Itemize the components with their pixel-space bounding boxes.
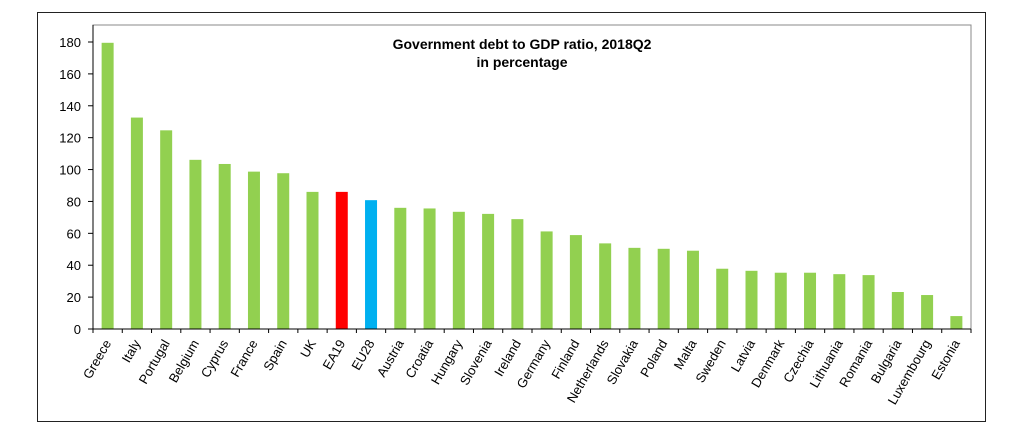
y-tick-label: 180 bbox=[59, 35, 81, 50]
y-tick-label: 40 bbox=[67, 258, 81, 273]
bar-croatia bbox=[423, 208, 436, 329]
x-tick-label: Estonia bbox=[928, 336, 963, 382]
y-tick-label: 0 bbox=[74, 322, 81, 337]
y-tick-label: 120 bbox=[59, 131, 81, 146]
bar-germany bbox=[540, 231, 553, 329]
bar-czechia bbox=[804, 272, 817, 329]
y-tick-label: 20 bbox=[67, 290, 81, 305]
bar-france bbox=[247, 171, 260, 329]
bar-estonia bbox=[950, 316, 963, 329]
bar-luxembourg bbox=[921, 295, 934, 329]
bar-romania bbox=[862, 275, 875, 329]
bar-portugal bbox=[160, 130, 173, 329]
x-tick-label: Greece bbox=[80, 337, 114, 381]
bar-ea19 bbox=[335, 191, 348, 329]
bar-spain bbox=[277, 173, 290, 329]
chart-subtitle: in percentage bbox=[476, 54, 567, 70]
bar-eu28 bbox=[365, 200, 378, 329]
x-tick-label: UK bbox=[297, 337, 319, 360]
bar-slovakia bbox=[628, 247, 641, 329]
y-tick-label: 60 bbox=[67, 226, 81, 241]
y-tick-label: 140 bbox=[59, 99, 81, 114]
bar-malta bbox=[686, 250, 699, 329]
y-tick-label: 100 bbox=[59, 163, 81, 178]
bar-bulgaria bbox=[891, 292, 904, 329]
bar-hungary bbox=[452, 211, 465, 329]
bar-uk bbox=[306, 191, 319, 329]
bar-sweden bbox=[716, 268, 729, 329]
bar-netherlands bbox=[599, 243, 612, 329]
bar-italy bbox=[130, 117, 143, 330]
bar-poland bbox=[657, 248, 670, 329]
x-tick-label: EU28 bbox=[348, 337, 377, 373]
bar-greece bbox=[101, 42, 114, 330]
x-tick-label: EA19 bbox=[319, 337, 348, 372]
x-tick-label: Italy bbox=[119, 337, 144, 366]
x-tick-label: Poland bbox=[637, 337, 670, 380]
bar-cyprus bbox=[218, 163, 231, 329]
bar-latvia bbox=[745, 270, 758, 329]
bar-slovenia bbox=[482, 213, 495, 329]
x-tick-label: Cyprus bbox=[198, 337, 232, 381]
y-tick-label: 160 bbox=[59, 67, 81, 82]
bar-austria bbox=[394, 207, 407, 329]
bar-lithuania bbox=[833, 274, 846, 329]
x-tick-label: Latvia bbox=[728, 336, 759, 374]
y-tick-label: 80 bbox=[67, 194, 81, 209]
x-tick-label: France bbox=[227, 337, 260, 380]
bar-denmark bbox=[774, 272, 787, 329]
chart-frame bbox=[37, 12, 986, 422]
chart-title: Government debt to GDP ratio, 2018Q2 bbox=[393, 36, 652, 52]
bar-finland bbox=[569, 235, 582, 329]
x-tick-label: Malta bbox=[671, 336, 700, 372]
bar-belgium bbox=[189, 159, 202, 329]
bar-ireland bbox=[511, 219, 524, 329]
x-tick-label: Spain bbox=[260, 337, 290, 373]
